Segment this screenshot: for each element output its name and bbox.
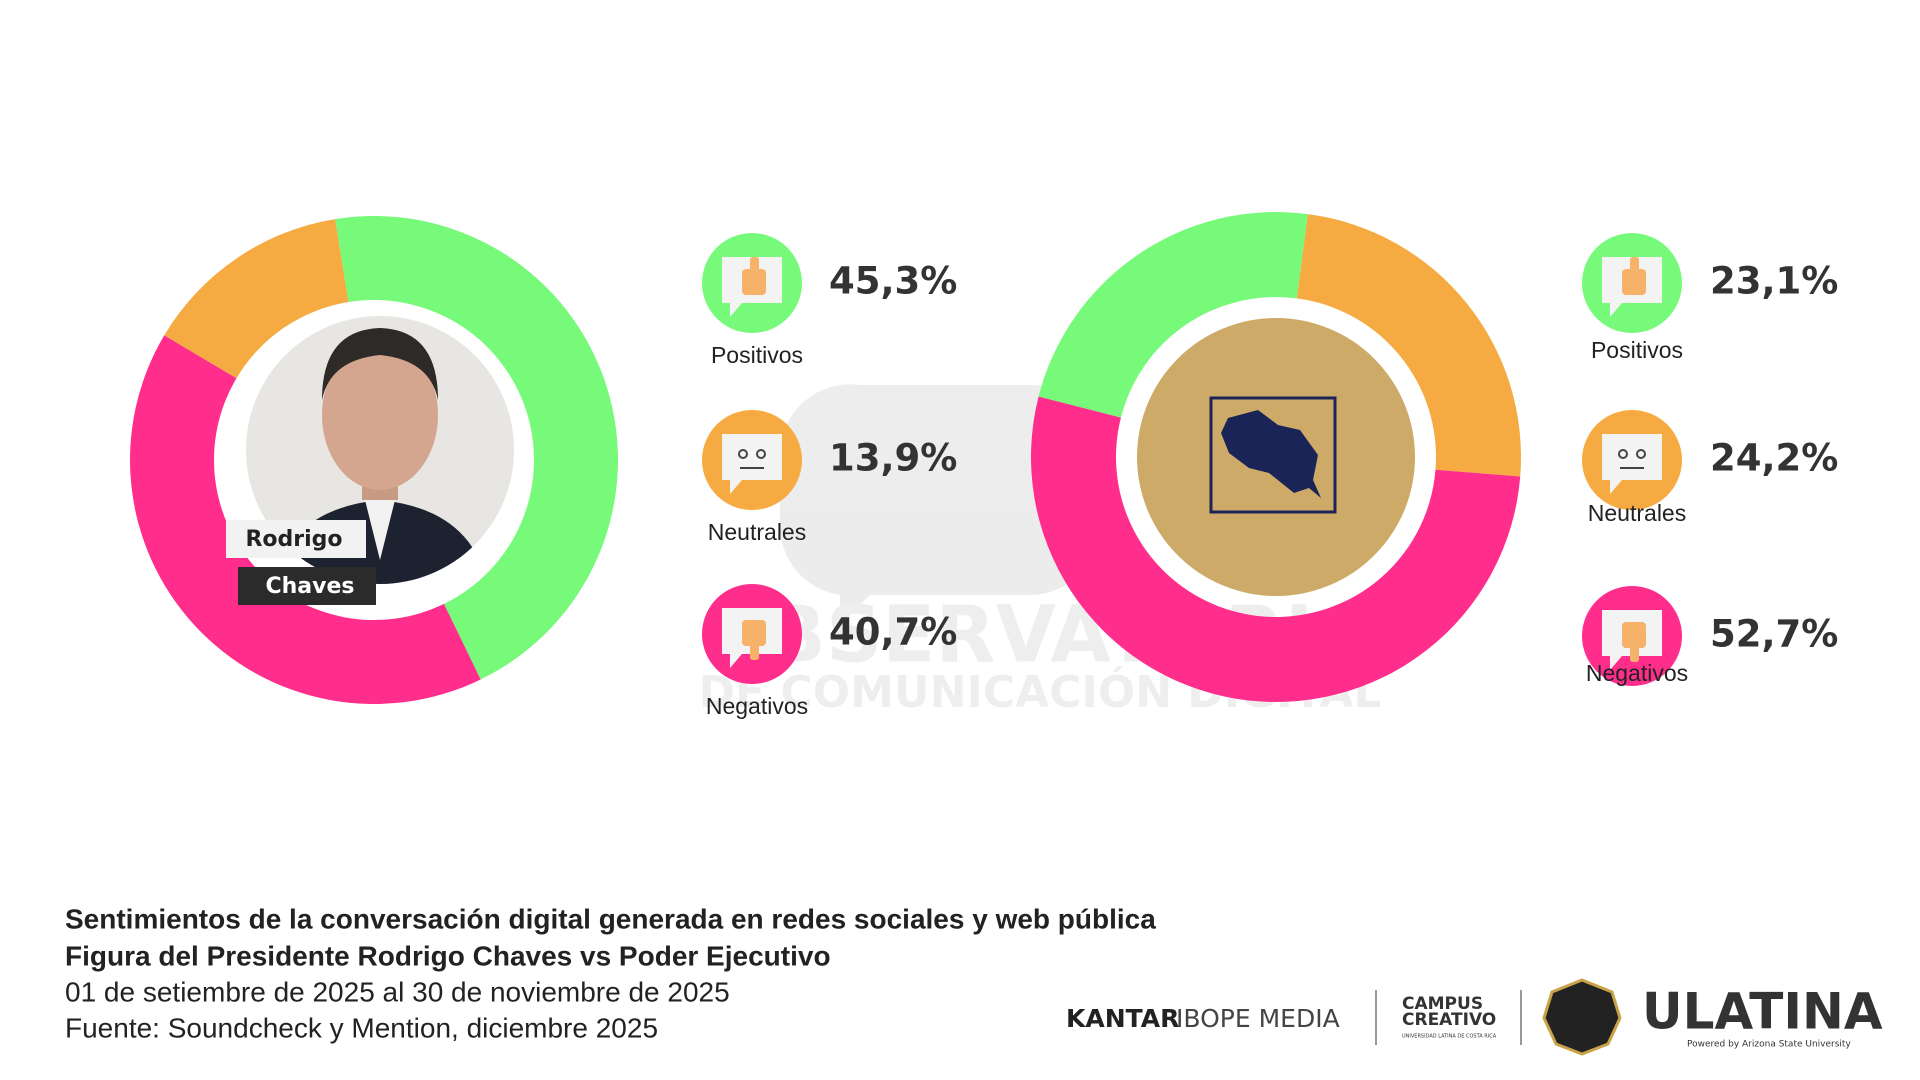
- legend-label: Negativos: [706, 693, 808, 719]
- logo-campus-sub: UNIVERSIDAD LATINA DE COSTA RICA: [1402, 1034, 1497, 1040]
- charts: 45,3% Positivos 13,9% Neutrales 40,7% Negativ…: [130, 212, 1838, 719]
- donut-segment: [1030, 396, 1521, 703]
- value-label: 52,7%: [1710, 613, 1838, 656]
- value-label: 13,9%: [829, 437, 957, 480]
- name-tag-text: Chaves: [265, 574, 354, 599]
- legend-icon: [702, 233, 802, 333]
- value-label: 24,2%: [1710, 437, 1838, 480]
- legend-label: Negativos: [1586, 660, 1688, 686]
- icon-thumb: [742, 620, 766, 646]
- legend-label: Positivos: [711, 342, 803, 368]
- icon-thumb: [750, 257, 759, 273]
- legend-icon: [702, 584, 802, 684]
- icon-eye: [1636, 449, 1646, 459]
- icon-thumb: [1622, 269, 1646, 295]
- name-tag: [238, 567, 376, 605]
- icon-eye: [756, 449, 766, 459]
- donut-segment: [1038, 212, 1308, 418]
- value-label: 40,7%: [829, 611, 957, 654]
- icon-thumb: [1630, 646, 1639, 662]
- icon-bubble: [722, 434, 782, 494]
- footer-source: Fuente: Soundcheck y Mention, diciembre …: [65, 1012, 658, 1043]
- icon-eye: [738, 449, 748, 459]
- icon-eye: [1618, 449, 1628, 459]
- logo-ibope: IBOPE MEDIA: [1176, 1004, 1340, 1033]
- footer-title: Sentimientos de la conversación digital …: [65, 903, 1156, 934]
- donut-segment: [1296, 214, 1521, 477]
- donut-segment: [164, 219, 349, 379]
- footer-period: 01 de setiembre de 2025 al 30 de noviemb…: [65, 976, 730, 1007]
- logo-ulatina-sub: Powered by Arizona State University: [1687, 1040, 1851, 1050]
- icon-bubble: [1602, 434, 1662, 494]
- legend-label: Positivos: [1591, 337, 1683, 363]
- icon-thumb: [742, 269, 766, 295]
- value-label: 45,3%: [829, 260, 957, 303]
- legend-icon: [1582, 586, 1682, 686]
- legend-label: Neutrales: [708, 519, 806, 545]
- value-label: 23,1%: [1710, 260, 1838, 303]
- legend-icon: [1582, 410, 1682, 510]
- map: [1221, 410, 1321, 498]
- icon-thumb: [1630, 257, 1639, 273]
- name-tag: [226, 520, 366, 558]
- footer-subtitle: Figura del Presidente Rodrigo Chaves vs …: [65, 940, 831, 971]
- logo-ulatina: ULATINA: [1642, 983, 1883, 1041]
- icon-thumb: [1622, 622, 1646, 648]
- donut-segment: [335, 216, 618, 680]
- legend-icon: [1582, 233, 1682, 333]
- name-tag-text: Rodrigo: [245, 527, 342, 552]
- legend-label: Neutrales: [1588, 500, 1686, 526]
- logo-kantar: KANTAR: [1066, 1004, 1179, 1033]
- icon-thumb: [750, 644, 759, 660]
- logo-campus: CREATIVO: [1402, 1010, 1496, 1030]
- logo-campus: CAMPUS: [1402, 994, 1483, 1014]
- donut-segment: [130, 335, 481, 704]
- badge: [1542, 978, 1622, 1056]
- legend-icon: [702, 410, 802, 510]
- emblem-frame: [1209, 396, 1337, 514]
